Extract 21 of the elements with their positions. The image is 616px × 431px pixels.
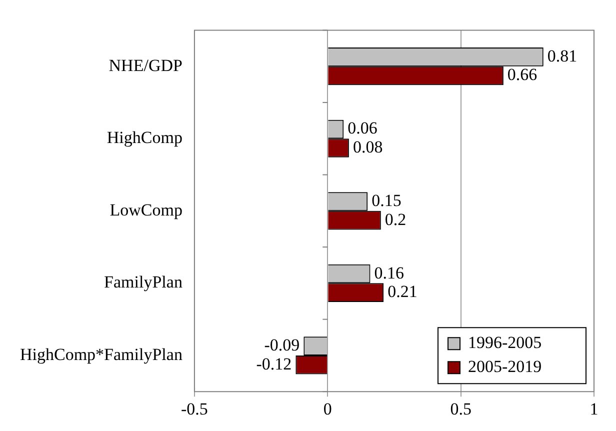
- data-label: -0.09: [264, 336, 300, 355]
- legend-label: 1996-2005: [468, 333, 542, 352]
- data-label: 0.08: [352, 137, 383, 156]
- data-label: 0.16: [374, 263, 404, 282]
- y-tick-label: NHE/GDP: [108, 56, 182, 75]
- data-label: 0.81: [547, 46, 578, 66]
- data-label: 0.66: [507, 65, 538, 84]
- x-tick-label: 1: [590, 399, 598, 418]
- y-tick-label: FamilyPlan: [104, 272, 183, 292]
- data-label: 0.06: [348, 118, 378, 138]
- x-tick-label: 0.5: [450, 399, 472, 418]
- y-tick-label: LowComp: [110, 200, 182, 220]
- data-label: 0.2: [384, 210, 406, 229]
- legend-label: 2005-2019: [468, 357, 542, 376]
- x-tick-label: -0.5: [180, 399, 208, 418]
- data-label: 0.21: [388, 282, 418, 302]
- x-tick-label: 0: [323, 399, 332, 418]
- y-tick-label: HighComp*FamilyPlan: [20, 344, 183, 364]
- data-label: -0.12: [256, 354, 292, 374]
- data-label: 0.15: [372, 190, 402, 210]
- y-tick-label: HighComp: [106, 128, 182, 148]
